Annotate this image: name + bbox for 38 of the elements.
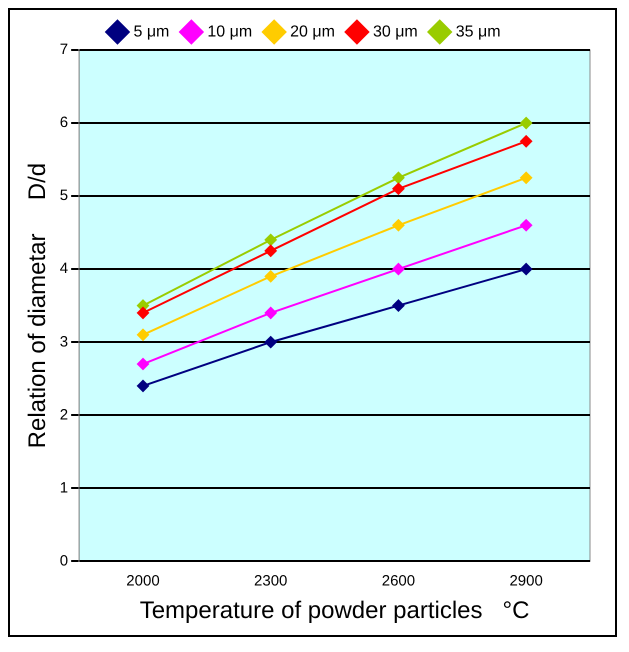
- point: [137, 358, 149, 370]
- y-tick-label: 2: [60, 406, 68, 424]
- x-tick-label: 2300: [254, 572, 288, 590]
- point: [520, 172, 532, 184]
- point: [392, 172, 404, 184]
- legend-label: 35 μm: [456, 23, 501, 40]
- point: [264, 270, 277, 282]
- point: [392, 300, 404, 312]
- y-tick-label: 7: [60, 41, 68, 58]
- legend-label: 30 μm: [372, 23, 418, 40]
- point: [520, 263, 532, 276]
- legend-label: 20 μm: [290, 23, 335, 40]
- x-tick-label: 2600: [382, 572, 416, 590]
- point: [392, 219, 404, 232]
- point: [137, 306, 149, 319]
- y-tick-label: 1: [60, 479, 68, 496]
- point: [264, 336, 277, 348]
- y-tick-label: 6: [60, 114, 68, 132]
- point: [392, 263, 404, 276]
- legend-label: 5 μm: [133, 23, 170, 40]
- point: [264, 244, 277, 257]
- point: [520, 117, 532, 130]
- point: [264, 234, 277, 246]
- point: [137, 380, 149, 392]
- point: [137, 328, 149, 341]
- y-tick-label: 3: [60, 333, 68, 350]
- x-axis-title: Temperature of powder particles °C: [140, 597, 530, 624]
- point: [392, 182, 404, 195]
- y-tick-label: 4: [60, 260, 68, 278]
- x-tick-label: 2900: [509, 572, 543, 590]
- point: [520, 135, 532, 148]
- y-axis-title: Relation of diametar D/d: [24, 162, 52, 448]
- y-tick-label: 5: [60, 187, 68, 204]
- point: [264, 306, 277, 319]
- point: [520, 219, 532, 232]
- legend-label: 10 μm: [207, 23, 252, 40]
- x-tick-label: 2000: [126, 572, 160, 590]
- y-tick-label: 0: [60, 552, 68, 570]
